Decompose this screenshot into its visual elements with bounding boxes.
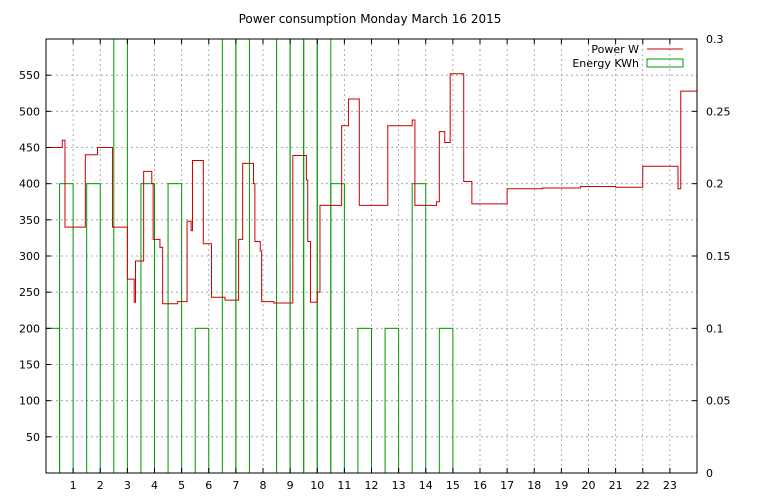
- power-series: [46, 73, 697, 305]
- chart-title: Power consumption Monday March 16 2015: [239, 12, 502, 26]
- y-right-tick-label: 0.2: [706, 178, 724, 191]
- energy-bar: [276, 38, 291, 474]
- y-right-tick-label: 0.05: [706, 395, 731, 408]
- x-tick-label: 12: [365, 479, 379, 492]
- legend-label-energy: Energy KWh: [572, 57, 639, 70]
- y-left-tick-label: 200: [19, 322, 40, 335]
- y-left-tick-label: 100: [19, 395, 40, 408]
- y-left-tick-label: 300: [19, 250, 40, 263]
- x-tick-label: 2: [97, 479, 104, 492]
- x-tick-label: 3: [124, 479, 131, 492]
- y-left-tick-label: 150: [19, 359, 40, 372]
- axes-layer: 1 2 3 4 5 6 7 8 9 10 11 12 13 14 15 16 17 18 19 20 21 22 23501…: [19, 33, 731, 492]
- x-tick-label: 11: [337, 479, 351, 492]
- x-tick-label: 7: [232, 479, 239, 492]
- x-tick-label: 23: [663, 479, 677, 492]
- x-tick-label: 14: [419, 479, 433, 492]
- y-right-tick-label: 0.25: [706, 105, 731, 118]
- x-tick-label: 19: [554, 479, 568, 492]
- x-tick-label: 20: [582, 479, 596, 492]
- x-tick-label: 4: [151, 479, 158, 492]
- energy-bar: [221, 38, 237, 474]
- y-right-tick-label: 0.1: [706, 322, 724, 335]
- x-tick-label: 1: [70, 479, 77, 492]
- energy-bar: [86, 183, 101, 474]
- x-tick-label: 6: [205, 479, 212, 492]
- plot-frame: [45, 38, 698, 474]
- y-right-tick-label: 0.15: [706, 250, 731, 263]
- x-tick-label: 18: [527, 479, 541, 492]
- x-tick-label: 13: [392, 479, 406, 492]
- x-tick-label: 8: [260, 479, 267, 492]
- x-tick-label: 10: [310, 479, 324, 492]
- x-tick-label: 9: [287, 479, 294, 492]
- legend-swatch-energy: [646, 58, 684, 68]
- x-tick-label: 22: [636, 479, 650, 492]
- x-tick-label: 16: [473, 479, 487, 492]
- y-left-tick-label: 50: [26, 431, 40, 444]
- y-right-tick-label: 0.3: [706, 33, 724, 46]
- energy-bar: [316, 38, 332, 474]
- x-tick-label: 17: [500, 479, 514, 492]
- y-left-tick-label: 250: [19, 286, 40, 299]
- energy-bar: [113, 38, 128, 474]
- energy-bar: [411, 183, 427, 474]
- y-left-tick-label: 350: [19, 214, 40, 227]
- y-right-tick-label: 0: [706, 467, 713, 480]
- y-left-tick-label: 500: [19, 105, 40, 118]
- legend-label-power: Power W: [591, 43, 639, 56]
- x-tick-label: 5: [178, 479, 185, 492]
- y-left-tick-label: 550: [19, 69, 40, 82]
- energy-bar: [357, 327, 372, 474]
- y-left-tick-label: 400: [19, 178, 40, 191]
- energy-bar: [167, 183, 183, 474]
- x-tick-label: 15: [446, 479, 460, 492]
- x-tick-label: 21: [609, 479, 623, 492]
- y-left-tick-label: 450: [19, 142, 40, 155]
- power-line: [46, 73, 697, 305]
